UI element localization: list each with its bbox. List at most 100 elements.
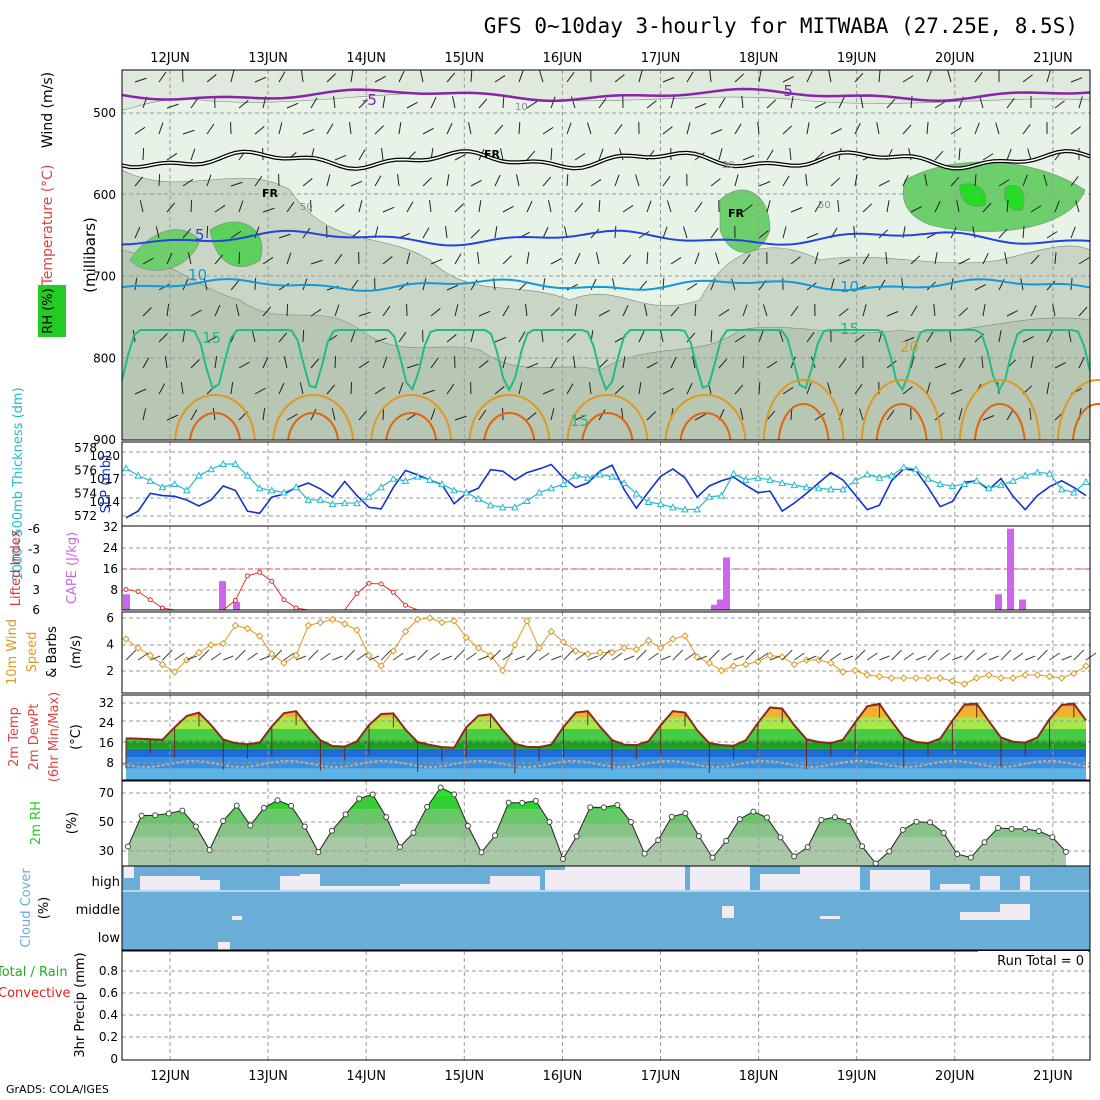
wind-barb [949, 330, 952, 343]
rh-point [967, 854, 974, 861]
wind-barb [934, 412, 945, 421]
wind-barb [982, 252, 989, 265]
wind-barb [332, 655, 343, 661]
wind-barb [1037, 649, 1048, 661]
wind-axis-label: Wind (m/s) [40, 72, 56, 148]
rh-point [247, 822, 254, 829]
slp-tick: 1020 [89, 449, 120, 463]
wind-speed-point [1082, 662, 1090, 670]
wind-barb [326, 73, 336, 83]
pressure-tick: 600 [93, 188, 116, 202]
rh-point [546, 818, 553, 825]
wind-barb [934, 252, 938, 265]
dewpoint-axis-label: 2m DewPt [27, 704, 42, 771]
wind-barb [454, 415, 467, 421]
precip-tick: 0.4 [99, 1008, 118, 1022]
wind-barb [155, 226, 160, 239]
wind-barb [686, 122, 691, 135]
pressure-axis-label: (millibars) [81, 217, 99, 293]
wind-barb [694, 303, 697, 317]
wind-barb [1054, 252, 1057, 265]
wind-barb [670, 356, 677, 369]
rh-point [356, 795, 363, 802]
rh-point [954, 851, 961, 858]
precip-tick: 0.6 [99, 986, 118, 1000]
thickness-point [754, 473, 762, 481]
date-label-top: 14JUN [346, 51, 386, 66]
wind-barb [142, 357, 150, 369]
wind-barb [976, 652, 987, 661]
wind-barb [758, 70, 762, 83]
wind-barb [1012, 652, 1024, 661]
wind-barb [718, 309, 730, 317]
wind-barb [190, 409, 198, 421]
wind-barb [998, 228, 1008, 239]
cloud-high-gap [870, 870, 930, 890]
wind-speed-point [693, 653, 701, 661]
rh-point [315, 849, 322, 856]
wind-speed-point [158, 660, 167, 669]
wind-barb [981, 356, 984, 369]
lifted-index-point [354, 591, 360, 597]
wind-barb [494, 386, 505, 395]
wind-barb [286, 252, 292, 265]
thickness-point [328, 500, 337, 508]
rh-point [301, 823, 308, 830]
wind-speed-point [195, 648, 203, 657]
wind-barb [718, 148, 723, 161]
wind-barb [356, 652, 368, 661]
date-label-top: 20JUN [935, 51, 975, 66]
rh-point [152, 812, 159, 819]
rh-point [859, 843, 866, 850]
cape-grid [122, 526, 1090, 610]
isotherm-15 [121, 329, 1091, 393]
wind-barb [1070, 176, 1079, 187]
wind-barb [710, 129, 723, 135]
date-label-top: 18JUN [739, 51, 779, 66]
wind-barb [998, 330, 1002, 343]
wind-barb [158, 333, 168, 343]
wind-barb [358, 311, 371, 317]
wind-barb [710, 329, 713, 343]
rh-point [288, 802, 295, 809]
rh-point [451, 791, 458, 798]
rh-point [981, 839, 988, 846]
temp-axis-label: 2m Temp [7, 707, 22, 767]
wind-barb [139, 200, 144, 213]
lifted-index-point [378, 581, 384, 587]
wind-barb [830, 652, 842, 661]
wind-speed-point [207, 641, 215, 649]
wind-barb [422, 177, 432, 187]
thickness-point [826, 485, 835, 493]
wind-barb [374, 75, 386, 83]
wind-barb [563, 649, 574, 661]
wind-barb [358, 149, 366, 161]
wind-barb [406, 252, 411, 265]
wind-barb [902, 75, 914, 83]
wind-barb [180, 382, 184, 395]
wind-barb [302, 128, 315, 135]
rh-point [424, 803, 431, 810]
rh-point [899, 826, 906, 833]
wind-barb [1078, 96, 1083, 109]
thickness-point [547, 484, 556, 492]
wind-barb [854, 72, 864, 83]
wind-barb [766, 200, 771, 213]
wind-barb [974, 122, 980, 135]
thickness-point [960, 480, 969, 488]
wind-barb [397, 174, 400, 187]
thickness-point [340, 499, 349, 507]
wind-barb [878, 279, 886, 291]
upper-grid [122, 70, 1090, 440]
lifted-index-axis-label: Lifted Index [9, 529, 24, 606]
freezing-level-inner [121, 150, 1091, 170]
wind-barb [283, 356, 288, 369]
wind-barb [902, 124, 912, 135]
wind-tick: 6 [106, 611, 114, 625]
thickness-point [632, 489, 641, 497]
wind-speed-point [377, 662, 385, 670]
rh-point [655, 837, 662, 844]
rh-point [791, 853, 798, 860]
thickness-tick: 578 [74, 441, 97, 455]
thickness-point [243, 471, 252, 479]
